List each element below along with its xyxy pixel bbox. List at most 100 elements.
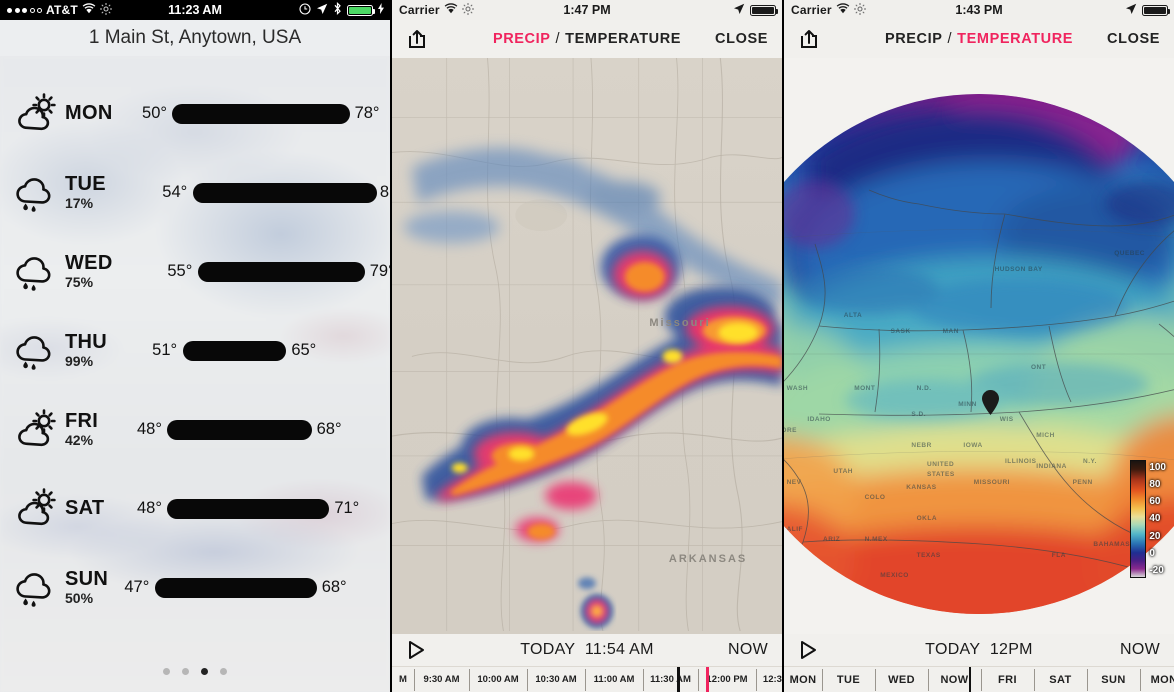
sunburst-icon (461, 2, 474, 18)
temp-low-label: 55° (167, 262, 193, 280)
globe-region-label: MISSOURI (973, 478, 1010, 486)
timeline-scale-mid[interactable]: M 9:30 AM 10:00 AM 10:30 AM 11:00 AM 11:… (392, 666, 782, 692)
timeline-tick[interactable]: 10:00 AM (469, 667, 527, 692)
timeline-tick-now[interactable]: NOW (928, 667, 981, 692)
globe-region-label: PENN (1072, 478, 1093, 486)
temp-range-bar (172, 103, 350, 124)
forecast-list: MON 50° 78° TUE (0, 56, 390, 627)
page-dot-active[interactable] (201, 668, 208, 675)
now-button[interactable]: NOW (727, 641, 768, 658)
tab-precip[interactable]: PRECIP (884, 31, 943, 47)
page-indicator-dots[interactable] (0, 668, 390, 675)
page-dot[interactable] (163, 668, 170, 675)
status-bar-right-group (733, 3, 782, 18)
play-icon[interactable] (406, 640, 426, 660)
location-arrow-icon (1125, 3, 1137, 18)
forecast-day-label: THU (65, 331, 108, 353)
forecast-precip-label: 99% (65, 353, 94, 369)
play-icon[interactable] (798, 640, 818, 660)
globe-region-label: MINN (958, 400, 977, 408)
forecast-row-sun[interactable]: SUN 50% 47° 68° (0, 548, 390, 627)
globe-region-label: UNITED (927, 460, 955, 468)
timeline-tick[interactable]: 12:30 PM (756, 667, 782, 692)
legend-tick-labels: 100 80 60 40 20 0 -20 (1149, 460, 1166, 578)
globe-region-label: KANSAS (906, 484, 937, 491)
forecast-row-fri[interactable]: FRI 42% 48° 68° (0, 390, 390, 469)
globe-region-label: ONT (1031, 364, 1047, 372)
bluetooth-icon (333, 1, 342, 18)
close-button[interactable]: CLOSE (1107, 31, 1160, 47)
charging-bolt-icon (378, 3, 384, 17)
forecast-row-thu[interactable]: THU 99% 51° 65° (0, 311, 390, 390)
timeline-scale-right[interactable]: MON TUE WED NOW FRI SAT SUN MON (784, 666, 1174, 692)
wifi-icon (836, 3, 850, 17)
forecast-row-tue[interactable]: TUE 17% 54° 81° (0, 153, 390, 232)
radar-map[interactable]: Missouri ARKANSAS (392, 58, 782, 634)
rain-cloud-icon (12, 328, 62, 374)
today-word: TODAY (520, 641, 576, 658)
tab-separator: / (555, 31, 561, 47)
timeline-tick[interactable]: WED (875, 667, 928, 692)
battery-icon (347, 4, 375, 16)
tab-precip[interactable]: PRECIP (492, 31, 551, 47)
temp-high-label: 71° (334, 499, 360, 517)
temp-range-bar (167, 498, 330, 519)
forecast-day-label: MON (65, 102, 113, 124)
timeline-tick[interactable]: 11:30 AM (643, 667, 698, 692)
timeline-tick[interactable]: MON (789, 673, 817, 686)
temperature-globe[interactable]: CANADA ALTA SASK MAN ONT QUEBEC HUDSON B… (784, 58, 1174, 634)
now-button[interactable]: NOW (1119, 641, 1160, 658)
timeline-tick[interactable]: 10:30 AM (527, 667, 585, 692)
share-icon[interactable] (406, 28, 428, 50)
temperature-range: 48° 71° (137, 496, 390, 522)
temp-high-label: 65° (291, 341, 317, 359)
timeline-tick[interactable]: 11:00 AM (585, 667, 643, 692)
timeline-cursor[interactable] (676, 667, 680, 692)
wifi-icon (444, 3, 458, 17)
forecast-day-block: WED 75% (65, 253, 137, 290)
globe-sphere[interactable]: CANADA ALTA SASK MAN ONT QUEBEC HUDSON B… (784, 94, 1174, 614)
temp-high-label: 79° (369, 262, 390, 280)
timeline-tick[interactable]: 9:30 AM (414, 667, 469, 692)
tab-temperature[interactable]: TEMPERATURE (957, 31, 1074, 47)
page-dot[interactable] (220, 668, 227, 675)
timeline-tick[interactable]: FRI (981, 667, 1034, 692)
forecast-row-wed[interactable]: WED 75% 55° 79° (0, 232, 390, 311)
globe-region-label: WIS (999, 416, 1014, 424)
battery-icon (1142, 4, 1170, 16)
forecast-row-sat[interactable]: SAT 48° 71° (0, 469, 390, 548)
temp-high-label: 68° (321, 578, 347, 596)
location-arrow-icon (733, 3, 745, 18)
close-button[interactable]: CLOSE (715, 31, 768, 47)
timeline-tick[interactable]: MON (1140, 667, 1174, 692)
timeline-tick[interactable]: 12:00 PM (698, 667, 756, 692)
globe-region-label: N.D. (916, 385, 932, 393)
tab-temperature[interactable]: TEMPERATURE (565, 31, 682, 47)
globe-region-label: ARIZ (823, 536, 841, 543)
timeline-cursor[interactable] (969, 667, 972, 692)
forecast-row-mon[interactable]: MON 50° 78° (0, 74, 390, 153)
status-bar-right: Carrier 1:43 PM (784, 0, 1174, 20)
globe-region-label: WASH (786, 385, 809, 393)
status-bar-right-group (299, 1, 390, 18)
globe-region-label: CALIF (784, 525, 804, 533)
globe-region-label: NEV (786, 478, 802, 486)
timeline-tick[interactable]: TUE (822, 667, 875, 692)
page-dot[interactable] (182, 668, 189, 675)
precipitation-overlay (403, 147, 782, 629)
carrier-label: Carrier (399, 3, 440, 17)
globe-region-label: TEXAS (916, 551, 941, 559)
timeline-tick[interactable]: M (399, 674, 407, 685)
today-time: 12PM (989, 641, 1033, 658)
partly-sunny-icon (12, 486, 62, 532)
partly-sunny-icon (12, 407, 62, 453)
globe-region-label: MAN (942, 328, 959, 335)
legend-tick: 60 (1149, 496, 1161, 508)
location-arrow-icon (316, 3, 328, 18)
share-icon[interactable] (798, 28, 820, 50)
timeline-tick[interactable]: SAT (1034, 667, 1087, 692)
forecast-precip-label: 42% (65, 432, 94, 448)
timeline-tick[interactable]: SUN (1087, 667, 1140, 692)
location-header[interactable]: 1 Main St, Anytown, USA (0, 20, 390, 56)
map-pin-icon[interactable] (981, 390, 999, 416)
